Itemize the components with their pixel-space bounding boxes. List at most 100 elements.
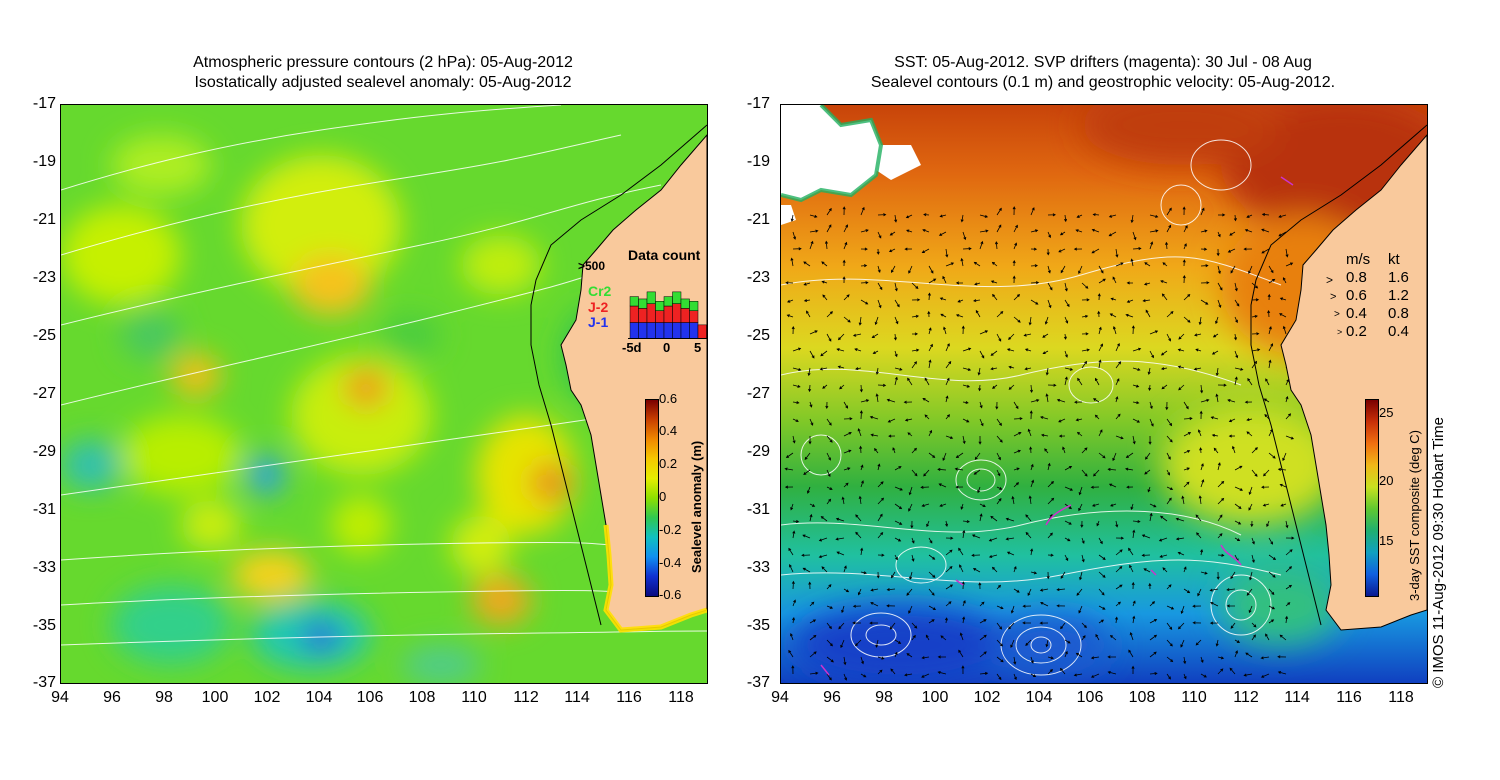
velocity-arrow: [1125, 452, 1134, 458]
velocity-arrow: [1092, 398, 1100, 403]
velocity-arrow: [842, 206, 846, 216]
velocity-arrow: [1182, 274, 1186, 284]
velocity-arrow: [860, 480, 864, 488]
velocity-arrow: [1047, 656, 1054, 660]
velocity-arrow: [928, 554, 936, 560]
velocity-arrow: [860, 281, 869, 285]
right-map[interactable]: m/s kt > 0.8 1.6 > 0.6 1.2 > 0.4 0.8 > 0…: [780, 104, 1428, 684]
velocity-arrow: [843, 656, 847, 666]
velocity-arrow: [875, 367, 879, 375]
velocity-arrow: [1166, 605, 1175, 610]
left-y-tick: -35: [32, 617, 56, 634]
velocity-arrow: [911, 469, 918, 477]
velocity-arrow: [1182, 259, 1186, 267]
velocity-arrow: [1131, 581, 1135, 590]
velocity-arrow: [1091, 503, 1100, 507]
velocity-arrow: [1200, 398, 1210, 403]
velocity-arrow: [1013, 482, 1020, 488]
velocity-arrow: [1098, 452, 1106, 459]
velocity-arrow: [921, 248, 930, 253]
velocity-arrow: [955, 314, 964, 318]
velocity-arrow: [911, 634, 916, 641]
velocity-arrow: [1012, 259, 1016, 267]
velocity-arrow: [1285, 520, 1289, 529]
imos-copyright: © IMOS 11-Aug-2012 09:30 Hobart Time: [1430, 417, 1447, 688]
velocity-arrow: [1246, 214, 1253, 218]
velocity-arrow: [1008, 333, 1015, 340]
velocity-arrow: [1030, 479, 1035, 488]
velocity-arrow: [939, 214, 947, 218]
velocity-arrow: [1178, 384, 1185, 391]
velocity-arrow: [1047, 265, 1051, 274]
left-x-tick: 118: [668, 689, 694, 706]
velocity-arrow: [789, 564, 794, 573]
velocity-arrow: [1285, 435, 1295, 440]
velocity-arrow: [1125, 467, 1134, 471]
velocity-arrow: [860, 571, 867, 575]
velocity-arrow: [1022, 604, 1032, 608]
velocity-arrow: [962, 600, 966, 607]
velocity-arrow: [1098, 359, 1102, 369]
velocity-arrow: [870, 433, 879, 437]
right-x-tick: 108: [1128, 689, 1156, 706]
velocity-arrow: [1161, 293, 1168, 301]
velocity-arrow: [1044, 316, 1049, 325]
velocity-arrow: [1027, 588, 1032, 597]
velocity-arrow: [1132, 347, 1142, 352]
velocity-arrow: [1285, 413, 1292, 420]
velocity-arrow: [1277, 655, 1287, 659]
velocity-arrow: [1128, 547, 1134, 556]
velocity-legend-arrow: >: [1330, 291, 1337, 303]
velocity-arrow: [1107, 670, 1117, 675]
velocity-arrow: [1039, 588, 1049, 592]
velocity-arrow: [809, 634, 817, 641]
velocity-arrow: [877, 463, 881, 471]
velocity-arrow: [960, 214, 964, 223]
velocity-arrow: [1149, 229, 1159, 233]
velocity-legend-ms: 0.6: [1346, 287, 1367, 304]
velocity-arrow: [1268, 359, 1272, 369]
velocity-arrow: [927, 292, 931, 301]
velocity-legend-kt: 0.4: [1388, 323, 1409, 340]
velocity-arrow: [1243, 247, 1253, 251]
velocity-arrow: [877, 553, 885, 557]
left-map[interactable]: Data count >500 Cr2 J-2 J-1 -5d 0 5 0.6 …: [60, 104, 708, 684]
velocity-arrow: [877, 532, 884, 539]
velocity-arrow: [1159, 554, 1168, 558]
velocity-arrow: [1098, 619, 1105, 624]
velocity-arrow: [877, 299, 882, 309]
velocity-arrow: [1166, 311, 1174, 318]
velocity-arrow: [886, 398, 896, 403]
velocity-arrow: [1246, 418, 1253, 422]
velocity-arrow: [959, 564, 964, 573]
velocity-arrow: [1251, 554, 1255, 563]
velocity-arrow: [894, 520, 903, 525]
velocity-arrow: [826, 656, 834, 663]
velocity-arrow: [839, 384, 845, 390]
velocity-arrow: [1230, 571, 1236, 580]
velocity-arrow: [792, 367, 802, 371]
left-y-tick: -29: [32, 443, 56, 460]
velocity-arrow: [1231, 445, 1236, 454]
velocity-arrow: [905, 214, 913, 219]
velocity-arrow: [945, 377, 950, 386]
left-x-tick: 100: [201, 689, 229, 706]
velocity-arrow: [1064, 650, 1068, 658]
velocity-arrow: [1228, 434, 1236, 438]
velocity-arrow: [1149, 418, 1154, 427]
velocity-arrow: [1028, 495, 1032, 505]
velocity-arrow: [1094, 414, 1100, 420]
velocity-arrow: [1217, 299, 1222, 309]
velocity-arrow: [1251, 469, 1258, 477]
right-y-tick: -35: [746, 617, 770, 634]
right-y-tick: -29: [746, 443, 770, 460]
velocity-arrow: [973, 299, 981, 303]
velocity-arrow: [1233, 214, 1237, 222]
velocity-arrow: [1081, 360, 1088, 369]
velocity-arrow: [1285, 566, 1293, 573]
velocity-arrow: [843, 401, 849, 409]
velocity-arrow: [1175, 517, 1185, 522]
velocity-arrow: [1058, 434, 1066, 438]
velocity-arrow: [1064, 537, 1071, 542]
velocity-arrow: [928, 605, 937, 610]
